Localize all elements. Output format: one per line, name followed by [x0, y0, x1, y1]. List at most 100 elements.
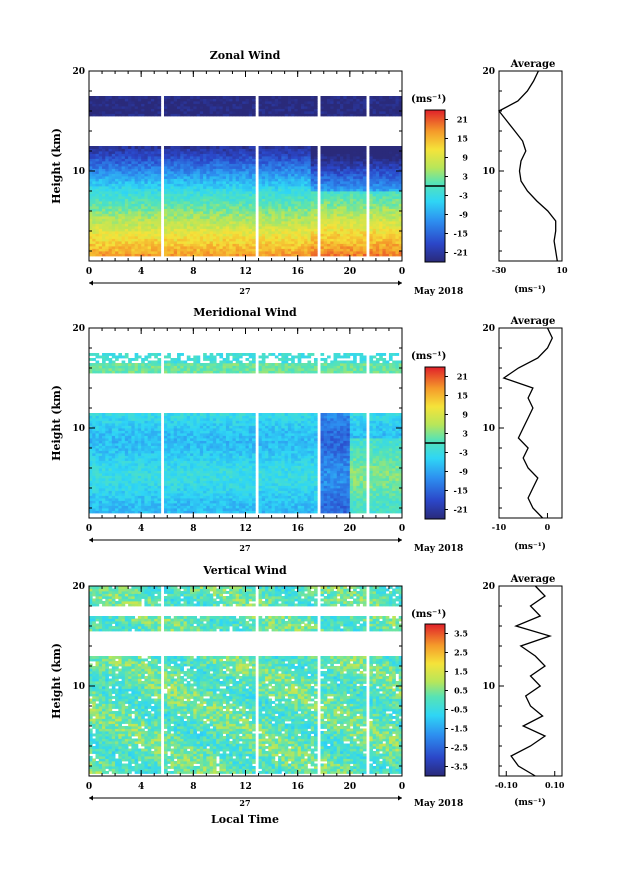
heatmap-cell — [105, 201, 109, 204]
heatmap-cell — [105, 228, 109, 232]
heatmap-cell — [134, 241, 139, 244]
heatmap-cell — [248, 201, 253, 204]
heatmap-cell — [294, 183, 299, 187]
heatmap-cell — [265, 203, 269, 207]
heatmap-cell — [238, 221, 243, 224]
heatmap-cell — [121, 196, 126, 199]
heatmap-cell — [375, 111, 380, 114]
heatmap-cell — [284, 148, 289, 152]
heatmap-cell — [235, 251, 240, 254]
heatmap-cell — [212, 108, 217, 112]
heatmap-cell — [180, 206, 184, 209]
heatmap-cell — [362, 153, 367, 157]
heatmap-cell — [105, 231, 109, 234]
heatmap-cell — [304, 111, 308, 114]
heatmap-cell — [238, 148, 243, 152]
heatmap-cell — [252, 98, 256, 102]
heatmap-cell — [356, 103, 361, 107]
heatmap-cell — [209, 176, 214, 179]
heatmap-cell — [89, 113, 93, 117]
heatmap-cell — [268, 176, 272, 179]
heatmap-cell — [336, 203, 341, 207]
heatmap-cell — [274, 166, 279, 169]
heatmap-cell — [183, 236, 188, 239]
heatmap-cell — [118, 186, 122, 189]
heatmap-cell — [124, 216, 129, 219]
heatmap-cell — [212, 181, 217, 184]
day-label: 27 — [239, 286, 250, 296]
heatmap-cell — [144, 166, 149, 169]
heatmap-cell — [258, 153, 263, 157]
heatmap-cell — [320, 161, 325, 164]
heatmap-cell — [121, 101, 126, 104]
heatmap-cell — [304, 203, 308, 207]
heatmap-cell — [216, 173, 220, 177]
heatmap-cell — [395, 251, 400, 254]
heatmap-cell — [392, 228, 396, 232]
heatmap-cell — [115, 101, 119, 104]
heatmap-cell — [150, 246, 155, 249]
heatmap-cell — [154, 163, 158, 167]
heatmap-cell — [147, 251, 152, 254]
heatmap-cell — [225, 243, 230, 247]
heatmap-cell — [193, 191, 197, 194]
heatmap-cell — [225, 111, 230, 114]
heatmap-cell — [245, 203, 250, 207]
heatmap-cell — [115, 181, 119, 184]
heatmap-cell — [199, 171, 204, 174]
heatmap-cell — [141, 96, 145, 99]
heatmap-cell — [307, 241, 312, 244]
heatmap-cell — [95, 196, 100, 199]
heatmap-cell — [186, 163, 191, 167]
heatmap-cell — [92, 475, 96, 479]
heatmap-cell — [353, 211, 357, 214]
heatmap-cell — [203, 233, 207, 237]
heatmap-cell — [379, 103, 383, 107]
heatmap-cell — [284, 253, 289, 257]
heatmap-cell — [124, 191, 129, 194]
heatmap-cell — [343, 166, 347, 169]
heatmap-cell — [252, 236, 256, 239]
heatmap-cell — [154, 198, 158, 202]
heatmap-cell — [128, 188, 132, 192]
heatmap-cell — [95, 223, 100, 227]
heatmap-cell — [252, 168, 256, 172]
heatmap-cell — [333, 208, 338, 212]
heatmap-cell — [346, 148, 351, 152]
heatmap-cell — [379, 251, 383, 254]
heatmap-cell — [196, 153, 201, 157]
heatmap-cell — [180, 198, 184, 202]
heatmap-cell — [229, 188, 233, 192]
heatmap-cell — [300, 241, 305, 244]
heatmap-cell — [102, 221, 106, 224]
heatmap-cell — [115, 203, 119, 207]
heatmap-cell — [212, 226, 217, 229]
heatmap-cell — [196, 206, 201, 209]
heatmap-cell — [310, 236, 315, 239]
heatmap-cell — [95, 218, 100, 222]
heatmap-cell — [190, 153, 194, 157]
heatmap-cell — [382, 181, 387, 184]
heatmap-cell — [343, 198, 347, 202]
heatmap-cell — [134, 181, 139, 184]
heatmap-cell — [111, 211, 116, 214]
heatmap-cell — [278, 106, 282, 109]
heatmap-cell — [261, 173, 266, 177]
heatmap-cell — [154, 146, 158, 149]
heatmap-cell — [362, 201, 367, 204]
heatmap-cell — [375, 201, 380, 204]
heatmap-cell — [89, 413, 93, 416]
heatmap-cell — [173, 206, 178, 209]
heatmap-cell — [216, 193, 220, 197]
heatmap-cell — [242, 186, 246, 189]
heatmap-cell — [157, 213, 162, 217]
heatmap-cell — [183, 206, 188, 209]
heatmap-cell — [196, 108, 201, 112]
heatmap-cell — [124, 206, 129, 209]
heatmap-cell — [330, 211, 334, 214]
heatmap-cell — [225, 103, 230, 107]
heatmap-cell — [108, 196, 113, 199]
heatmap-cell — [147, 203, 152, 207]
heatmap-cell — [134, 231, 139, 234]
heatmap-cell — [183, 213, 188, 217]
